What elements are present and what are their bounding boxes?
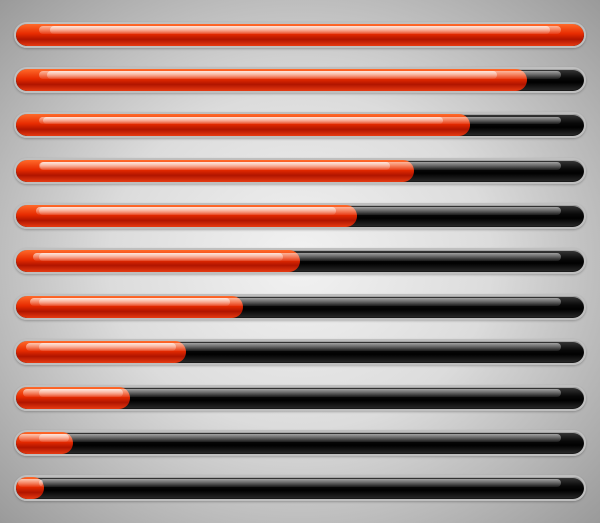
- progress-bar-track: [14, 22, 586, 48]
- progress-bar-track: [14, 67, 586, 93]
- progress-bar-track: [14, 158, 586, 184]
- progress-bar-track: [14, 385, 586, 411]
- progress-bar-track: [14, 430, 586, 456]
- progress-bar-fill: [16, 296, 243, 318]
- progress-bar-row: [0, 466, 600, 511]
- progress-bar-fill: [16, 432, 73, 454]
- progress-bar-track: [14, 339, 586, 365]
- progress-bar-track: [14, 248, 586, 274]
- progress-bar-fill: [16, 387, 130, 409]
- progress-bar-fill: [16, 250, 300, 272]
- progress-bar-fill: [16, 341, 186, 363]
- progress-bar-track: [14, 203, 586, 229]
- progress-bar-row: [0, 284, 600, 329]
- progress-bar-row: [0, 239, 600, 284]
- progress-bar-track: [14, 475, 586, 501]
- progress-bar-fill: [16, 205, 357, 227]
- progress-bar-fill: [16, 477, 44, 499]
- progress-bar-set: [0, 0, 600, 523]
- progress-bar-row: [0, 375, 600, 420]
- progress-bar-row: [0, 148, 600, 193]
- progress-bar-row: [0, 330, 600, 375]
- progress-bar-row: [0, 57, 600, 102]
- progress-bar-row: [0, 103, 600, 148]
- progress-bar-track: [14, 112, 586, 138]
- progress-bar-fill: [16, 160, 414, 182]
- progress-bar-fill: [16, 114, 470, 136]
- progress-bar-fill: [16, 69, 527, 91]
- progress-bar-row: [0, 12, 600, 57]
- progress-bar-row: [0, 420, 600, 465]
- progress-bar-row: [0, 193, 600, 238]
- progress-bar-track: [14, 294, 586, 320]
- progress-bar-fill: [16, 24, 584, 46]
